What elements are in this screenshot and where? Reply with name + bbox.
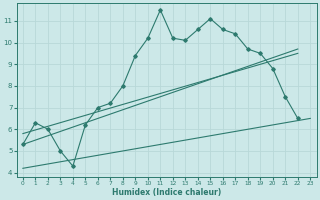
X-axis label: Humidex (Indice chaleur): Humidex (Indice chaleur): [112, 188, 221, 197]
